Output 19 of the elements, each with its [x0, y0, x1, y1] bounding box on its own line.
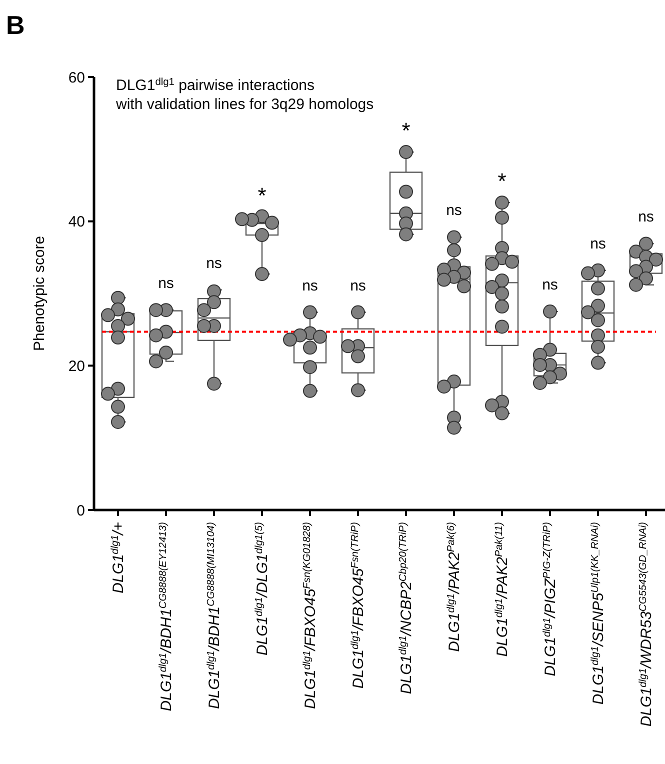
- text: with validation lines for 3q29 homologs: [115, 96, 374, 113]
- y-axis-title: Phenotypic score: [31, 236, 48, 352]
- chart-title: DLG1$^{dlg1}$ pairwise interactions: [116, 76, 315, 94]
- annotation: ns: [446, 202, 462, 220]
- annotation: ns: [590, 235, 606, 252]
- text: B: [6, 10, 25, 40]
- annotation: ns: [542, 276, 558, 294]
- y-tick-label: 40: [68, 214, 85, 231]
- y-tick-label: 60: [68, 69, 85, 86]
- annotation: *: [402, 118, 411, 144]
- annotation: ns: [158, 275, 174, 292]
- annotation: *: [258, 183, 267, 208]
- annotation: ns: [350, 277, 366, 294]
- annotation: ns: [302, 277, 318, 294]
- y-tick-label: 0: [76, 502, 85, 520]
- y-tick-label: 20: [68, 358, 85, 375]
- annotation: *: [498, 168, 507, 194]
- annotation: ns: [206, 254, 222, 272]
- annotation: ns: [638, 208, 654, 226]
